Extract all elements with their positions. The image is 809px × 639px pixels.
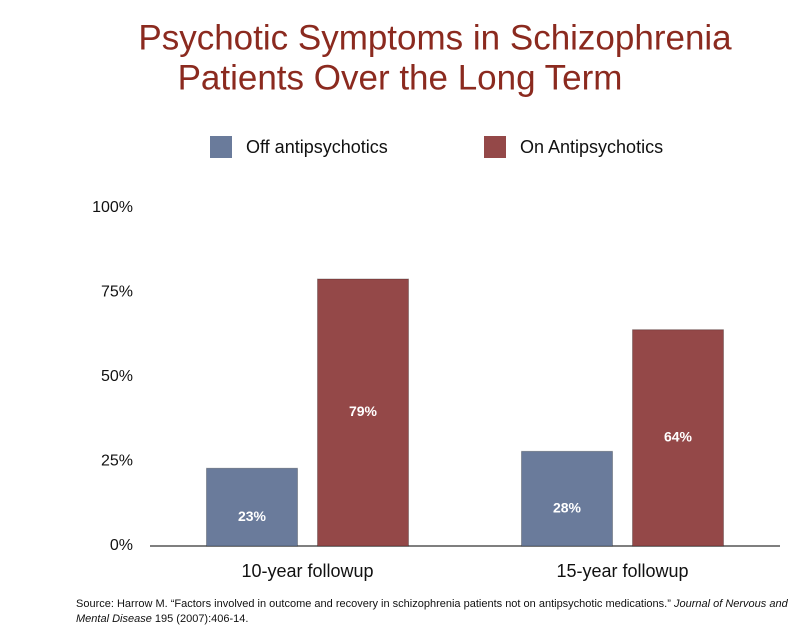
- chart-title: Psychotic Symptoms in Schizophrenia: [138, 18, 732, 57]
- bar: [317, 278, 409, 547]
- y-tick-label: 25%: [101, 453, 133, 470]
- source-journal: Journal of Nervous and Mental Disease: [76, 598, 788, 625]
- value-label: 28%: [553, 499, 582, 515]
- source-note: Source: Harrow M. “Factors involved in o…: [76, 597, 801, 627]
- legend-label: On Antipsychotics: [520, 137, 663, 157]
- bar: [632, 329, 724, 547]
- legend-label: Off antipsychotics: [246, 137, 388, 157]
- source-text: Source: Harrow M. “Factors involved in o…: [76, 598, 671, 610]
- y-tick-label: 75%: [101, 284, 133, 301]
- value-label: 23%: [238, 508, 267, 524]
- chart: Psychotic Symptoms in Schizophrenia Pati…: [92, 18, 780, 581]
- bar: [521, 450, 613, 547]
- y-tick-label: 0%: [110, 537, 133, 554]
- legend-swatch: [210, 136, 232, 158]
- y-tick-label: 50%: [101, 368, 133, 385]
- x-tick-label: 10-year followup: [241, 561, 373, 581]
- value-label: 79%: [349, 403, 378, 419]
- source-rest: 195 (2007):406-14.: [154, 613, 249, 625]
- legend-swatch: [484, 136, 506, 158]
- x-tick-label: 15-year followup: [556, 561, 688, 581]
- chart-title: Patients Over the Long Term: [178, 58, 623, 97]
- value-label: 64%: [664, 429, 693, 445]
- bar: [206, 467, 298, 547]
- y-tick-label: 100%: [92, 199, 133, 216]
